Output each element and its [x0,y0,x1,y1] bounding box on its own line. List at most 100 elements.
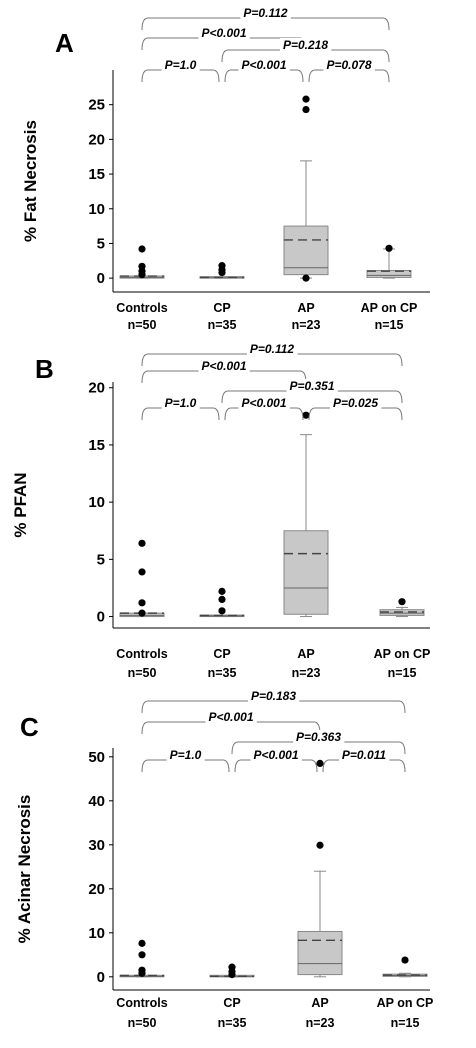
category-label: Controls [116,996,167,1010]
p-value-label-background [338,748,390,762]
outlier-point [316,759,324,768]
box-body [283,225,329,276]
p-value-label-background [205,710,257,724]
box-plot-3 [382,956,428,978]
category-n-label: n=15 [375,318,404,332]
category-label: Controls [116,301,167,315]
category-n-label: n=35 [208,318,237,332]
p-value-label-background [329,396,382,410]
outlier-point [138,609,146,617]
category-label: AP [297,647,314,661]
outlier-point [138,599,146,607]
box-plot-1 [199,262,245,279]
p-value-label: P=0.183 [251,689,296,703]
outlier-point [302,95,310,103]
category-label: AP on CP [361,301,418,315]
category-n-label: n=35 [208,666,237,680]
category-n-label: n=35 [218,1016,247,1030]
p-value-label-background [240,6,291,20]
category-label: CP [213,301,230,315]
category-n-label: n=50 [128,1016,157,1030]
p-value-label: P=0.025 [333,396,378,410]
box-plot-1 [209,963,255,979]
outlier-point [401,956,409,964]
outlier-point [218,262,226,270]
y-tick-label: 50 [88,749,105,766]
y-axis-label: % PFAN [11,472,30,537]
outlier-point [138,262,146,270]
outlier-point [218,607,226,615]
p-value-label-background [323,58,375,72]
p-value-label: P<0.001 [208,710,253,724]
p-value-label-background [292,730,345,744]
p-value-label: P=0.112 [250,342,294,356]
p-value-label: P<0.001 [201,359,246,373]
p-value-label-background [247,689,300,703]
panel-letter: B [35,354,54,384]
panel-c: C % Acinar Necrosis 0 10 20 30 40 50 Controls n=5… [15,689,433,1030]
box-plot-3 [366,244,412,279]
outlier-point [218,595,226,603]
y-tick-label: 5 [97,235,105,252]
category-n-label: n=15 [388,666,417,680]
y-tick-label: 20 [88,881,105,898]
y-tick-label: 10 [88,494,105,511]
p-value-label-background [238,396,290,410]
outlier-point [228,963,236,971]
outlier-point [302,105,310,114]
outlier-point [138,951,146,959]
p-value-label-background [250,748,302,762]
p-value-label: P=0.351 [289,379,334,393]
y-axis-label: % Acinar Necrosis [15,795,34,944]
panel-a: A % Fat Necrosis 0 5 10 15 20 25 Controls n=50 CP n… [21,6,430,332]
panel-letter: C [20,712,39,742]
p-value-label-background [238,58,290,72]
outlier-point [218,587,226,595]
outlier-point [385,244,393,252]
y-tick-label: 0 [97,969,105,986]
category-label: AP on CP [377,996,434,1010]
p-value-label: P=1.0 [170,748,202,762]
y-tick-label: 5 [97,551,105,568]
outlier-point [138,539,146,547]
category-n-label: n=23 [292,666,321,680]
category-n-label: n=23 [306,1016,335,1030]
p-value-label-background [161,58,200,72]
y-tick-label: 30 [88,837,105,854]
y-tick-label: 10 [88,201,105,218]
p-value-label: P=0.078 [326,58,371,72]
y-tick-label: 20 [88,131,105,148]
p-value-label-background [198,359,250,373]
p-value-label: P=0.363 [296,730,341,744]
box-plot-0 [119,539,165,618]
y-tick-label: 10 [88,925,105,942]
p-value-label-background [279,38,332,52]
category-label: AP [311,996,328,1010]
outlier-point [138,966,146,974]
category-label: CP [223,996,240,1010]
outlier-point [138,568,146,576]
p-value-label: P<0.001 [201,26,246,40]
category-label: CP [213,647,230,661]
p-value-label: P<0.001 [241,58,286,72]
p-value-label-background [198,26,250,40]
y-tick-label: 40 [88,793,105,810]
y-tick-label: 0 [97,609,105,626]
p-value-label: P=1.0 [165,58,197,72]
outlier-point [316,841,324,849]
panel-b: B % PFAN 0 5 10 15 20 Controls n=50 CP n=35 AP n=23 A… [11,342,430,680]
p-value-label: P=0.112 [243,6,287,20]
category-n-label: n=15 [391,1016,420,1030]
outlier-point [138,939,146,947]
box-body [297,930,343,976]
outlier-point [302,411,310,419]
p-value-label: P=0.218 [283,38,328,52]
box-plot-2 [283,411,329,618]
p-value-label-background [161,396,200,410]
box-plot-3 [379,598,425,618]
y-tick-label: 20 [88,380,105,397]
box-plot-2 [283,95,329,282]
outlier-point [138,245,146,253]
outlier-point [302,274,310,282]
